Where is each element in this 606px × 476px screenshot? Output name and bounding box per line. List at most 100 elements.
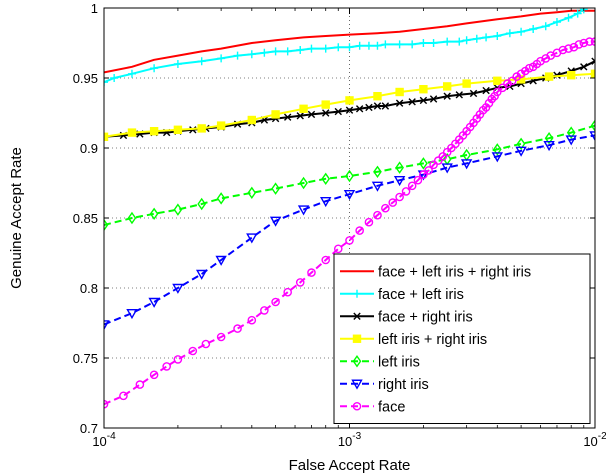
data-point: [345, 43, 354, 52]
legend-box: [333, 253, 591, 424]
data-point: [469, 89, 478, 98]
y-tick-label: 0.85: [73, 211, 98, 226]
y-tick-label: 1: [91, 1, 98, 16]
data-point: [462, 36, 471, 45]
y-tick-label: 0.7: [80, 421, 98, 436]
series-group: [104, 8, 595, 409]
data-point: [215, 255, 227, 266]
data-point: [197, 57, 206, 66]
y-tick-label: 0.8: [80, 281, 98, 296]
data-point: [333, 244, 343, 254]
data-point: [246, 233, 258, 244]
data-point: [364, 217, 374, 227]
data-point: [566, 126, 576, 139]
legend-item: face + right iris: [340, 309, 473, 325]
data-point: [297, 205, 310, 216]
data-point: [565, 135, 577, 146]
x-axis-label: False Accept Rate: [289, 457, 411, 474]
legend-item: left iris + right iris: [340, 332, 487, 348]
data-point: [515, 146, 527, 157]
x-tick-label: 10-4: [92, 431, 116, 449]
data-point: [119, 391, 128, 401]
series-4: [104, 119, 595, 232]
data-point: [482, 86, 490, 95]
data-point: [487, 94, 497, 104]
legend-marker: [351, 379, 363, 390]
data-point: [373, 210, 382, 220]
data-point: [419, 84, 428, 94]
legend-item: face + left iris + right iris: [340, 264, 531, 280]
data-point: [492, 143, 502, 156]
legend: face + left iris + right iris face + left…: [333, 253, 591, 424]
data-point: [321, 255, 331, 265]
legend-label: face: [378, 399, 405, 415]
data-point: [407, 181, 417, 191]
data-point: [355, 105, 364, 113]
data-point: [395, 161, 404, 174]
data-point: [162, 362, 171, 371]
legend-label: face + left iris: [378, 287, 464, 303]
data-point: [541, 22, 550, 31]
data-point: [299, 104, 308, 114]
data-point: [271, 182, 280, 195]
data-point: [564, 13, 573, 22]
data-point: [104, 218, 109, 232]
legend-label: left iris: [378, 354, 420, 370]
data-point: [271, 110, 280, 119]
data-point: [507, 76, 517, 86]
data-point: [307, 44, 316, 53]
y-tick-label: 0.9: [80, 141, 98, 156]
series-3: [104, 69, 595, 142]
data-point: [149, 370, 159, 380]
data-point: [373, 165, 382, 179]
x-tick-exponent: -2: [598, 431, 606, 442]
data-point: [216, 121, 226, 130]
data-point: [104, 132, 109, 142]
data-point: [580, 63, 588, 71]
data-point: [573, 9, 582, 18]
series-line: [104, 9, 595, 74]
data-point: [127, 128, 137, 137]
data-point: [197, 197, 207, 211]
data-point: [365, 103, 373, 112]
data-point: [321, 172, 331, 186]
data-point: [482, 33, 491, 42]
legend-marker: [352, 401, 362, 411]
x-tick-label: 10-3: [338, 431, 362, 449]
data-point: [299, 176, 308, 190]
data-point: [419, 39, 428, 47]
data-point: [525, 63, 534, 73]
x-tick-base: 10: [583, 434, 597, 449]
data-point: [173, 60, 182, 68]
data-point: [381, 40, 390, 49]
data-point: [493, 32, 502, 40]
data-point: [493, 76, 502, 86]
data-point: [574, 40, 584, 49]
data-point: [567, 70, 576, 80]
data-point: [334, 43, 343, 52]
legend-item: face: [340, 399, 405, 415]
data-point: [381, 203, 390, 213]
data-point: [201, 339, 211, 349]
data-point: [247, 315, 257, 325]
data-point: [419, 170, 428, 179]
data-point: [590, 37, 595, 46]
data-point: [307, 110, 316, 119]
data-point: [148, 297, 160, 308]
data-point: [216, 192, 226, 205]
data-point: [543, 141, 555, 152]
legend-label: right iris: [378, 377, 429, 393]
data-point: [413, 175, 423, 185]
data-point: [585, 37, 594, 46]
data-point: [247, 50, 256, 59]
data-point: [149, 207, 159, 221]
data-point: [364, 41, 373, 50]
x-tick-label: 10-2: [583, 431, 606, 449]
data-point: [320, 197, 332, 208]
x-tick-exponent: -4: [107, 431, 116, 442]
data-point: [442, 82, 452, 91]
data-point: [429, 95, 438, 103]
legend-label: left iris + right iris: [378, 332, 487, 348]
